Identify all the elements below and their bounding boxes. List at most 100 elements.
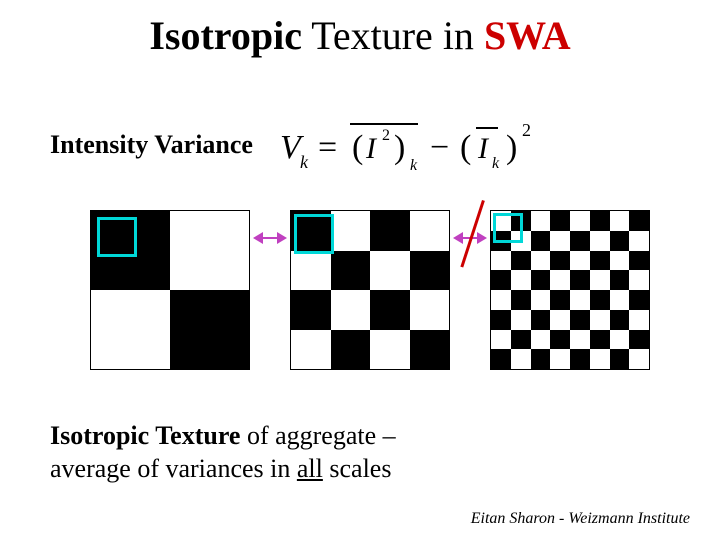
checkerboard-cell	[610, 330, 630, 350]
definition-line2-post: scales	[323, 454, 392, 483]
checkerboard-cell	[610, 310, 630, 330]
checkerboard-cell	[629, 310, 649, 330]
definition-underline: all	[297, 454, 323, 483]
checkerboard-cell	[291, 330, 331, 370]
checkerboard-cell	[291, 251, 331, 291]
arrow-head-right-icon	[477, 232, 487, 244]
checkerboard-cell	[610, 270, 630, 290]
checkerboard-cell	[531, 270, 551, 290]
checkerboard-cell	[331, 251, 371, 291]
checkerboard-cell	[491, 270, 511, 290]
checkerboard-cell	[531, 330, 551, 350]
checkerboard-cell	[550, 231, 570, 251]
checkerboard-cell	[291, 290, 331, 330]
subtitle: Intensity Variance	[50, 130, 253, 160]
checkerboard-cell	[610, 349, 630, 369]
checkerboard-cell	[610, 251, 630, 271]
checkerboard-cell	[531, 231, 551, 251]
checkerboard-cell	[570, 211, 590, 231]
credit-line: Eitan Sharon - Weizmann Institute	[471, 510, 690, 528]
checkerboard-cell	[629, 349, 649, 369]
formula-lparen-1: (	[352, 129, 363, 166]
checkerboard-cell	[91, 290, 170, 369]
formula-term1-inner-sup: 2	[382, 127, 390, 144]
definition-text: Isotropic Texture of aggregate – average…	[50, 420, 396, 485]
checkerboard-cell	[511, 330, 531, 350]
checkerboard-cell	[170, 211, 249, 290]
checkerboard-cell	[570, 330, 590, 350]
checkerboard-2x2	[90, 210, 250, 370]
definition-rest-1: of aggregate –	[240, 421, 395, 450]
checkerboard-cell	[629, 251, 649, 271]
checkerboard-cell	[291, 211, 331, 251]
checkerboard-cell	[410, 211, 450, 251]
checkerboard-cell	[491, 251, 511, 271]
checkerboard-cell	[629, 290, 649, 310]
checkerboard-cell	[590, 310, 610, 330]
checkerboard-cell	[331, 211, 371, 251]
formula-term2-sub: k	[492, 155, 500, 172]
checkerboard-cell	[590, 349, 610, 369]
checkerboard-cell	[91, 211, 170, 290]
checkerboard-cell	[550, 290, 570, 310]
checkerboard-cell	[629, 270, 649, 290]
formula-term1-inner: I	[365, 132, 378, 165]
checkerboard-cell	[570, 251, 590, 271]
checkerboard-cell	[511, 211, 531, 231]
definition-bold: Isotropic Texture	[50, 421, 240, 450]
checkerboard-8x8	[490, 210, 650, 370]
checkerboard-cell	[531, 349, 551, 369]
checkerboard-cell	[531, 211, 551, 231]
checkerboard-cell	[550, 330, 570, 350]
checkerboard-grid	[491, 211, 649, 369]
checkerboard-cell	[629, 211, 649, 231]
checkerboard-4x4	[290, 210, 450, 370]
checkerboard-cell	[610, 290, 630, 310]
title-part-3: SWA	[484, 13, 571, 58]
checkerboard-cell	[550, 211, 570, 231]
checkerboard-cell	[511, 231, 531, 251]
title-part-1: Isotropic	[149, 13, 302, 58]
formula-eq: =	[318, 129, 337, 166]
checkerboard-cell	[550, 251, 570, 271]
checkerboard-cell	[550, 310, 570, 330]
checkerboard-cell	[550, 349, 570, 369]
checkerboard-cell	[491, 349, 511, 369]
checkerboard-cell	[590, 270, 610, 290]
bidirectional-arrow	[255, 228, 285, 248]
checkerboard-cell	[491, 310, 511, 330]
checkerboard-cell	[491, 290, 511, 310]
arrow-head-left-icon	[253, 232, 263, 244]
checkerboard-cell	[590, 231, 610, 251]
checkerboard-row	[90, 210, 650, 380]
checkerboard-cell	[410, 330, 450, 370]
checkerboard-cell	[511, 310, 531, 330]
checkerboard-cell	[590, 211, 610, 231]
arrow-head-right-icon	[277, 232, 287, 244]
variance-formula: V k = ( I 2 ) k − ( I k ) 2	[280, 110, 580, 180]
checkerboard-cell	[170, 290, 249, 369]
checkerboard-cell	[491, 231, 511, 251]
slide: Isotropic Texture in SWA Intensity Varia…	[0, 0, 720, 540]
checkerboard-cell	[570, 349, 590, 369]
checkerboard-cell	[570, 290, 590, 310]
checkerboard-cell	[410, 290, 450, 330]
formula-term2-outer-sup: 2	[522, 120, 531, 140]
formula-rparen-2: )	[506, 129, 517, 166]
checkerboard-cell	[629, 231, 649, 251]
formula-lhs-sub: k	[300, 152, 309, 172]
arrow-head-left-icon	[453, 232, 463, 244]
checkerboard-cell	[590, 290, 610, 310]
checkerboard-cell	[531, 310, 551, 330]
formula-lparen-2: (	[460, 129, 471, 166]
checkerboard-cell	[331, 330, 371, 370]
formula-term2-inner: I	[477, 132, 490, 165]
checkerboard-cell	[550, 270, 570, 290]
checkerboard-cell	[570, 310, 590, 330]
checkerboard-cell	[570, 231, 590, 251]
checkerboard-cell	[590, 251, 610, 271]
formula-minus: −	[430, 129, 449, 166]
checkerboard-cell	[491, 211, 511, 231]
checkerboard-cell	[491, 330, 511, 350]
title-part-2: Texture in	[302, 13, 484, 58]
